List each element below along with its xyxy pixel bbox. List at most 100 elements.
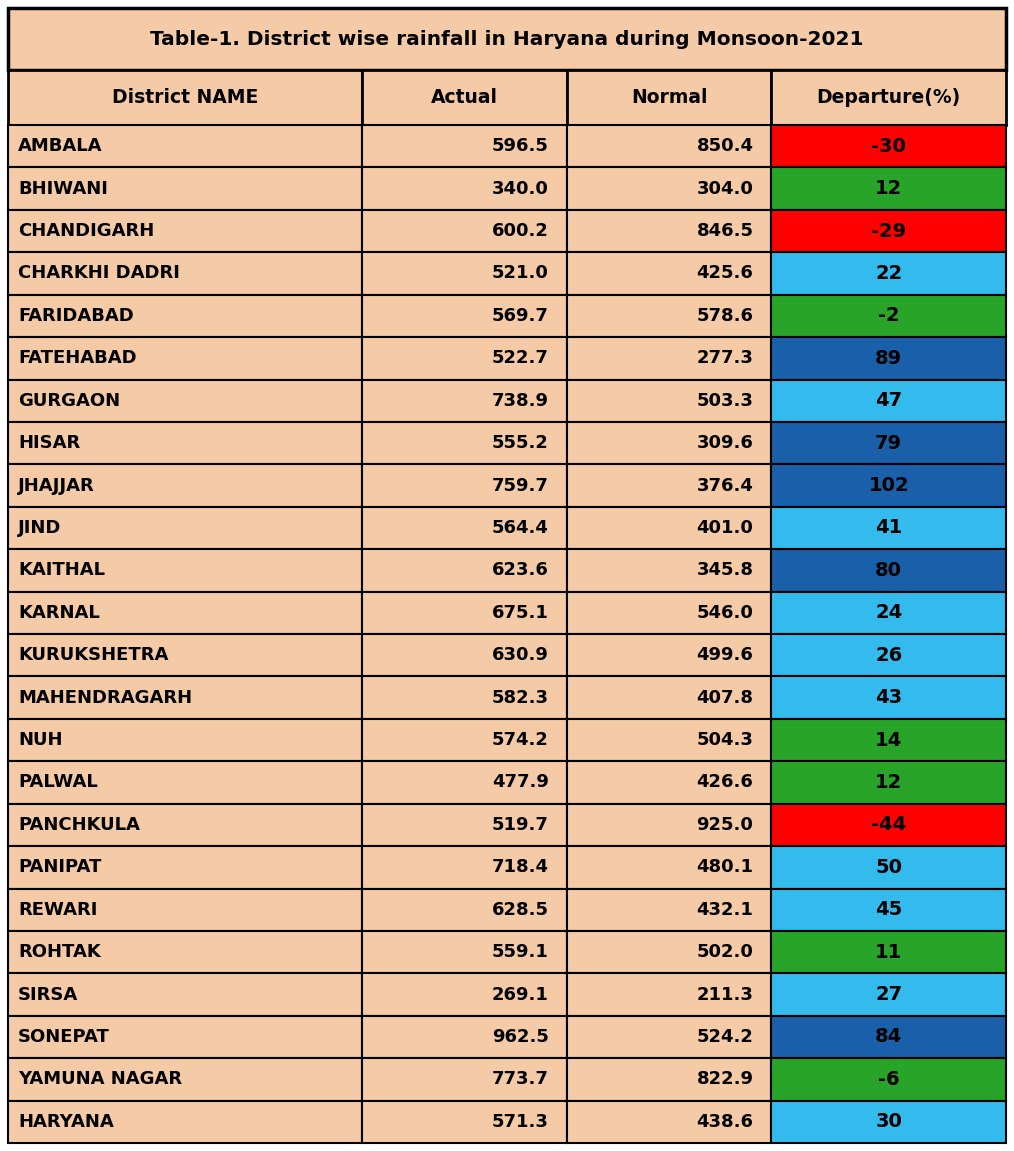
Text: BHIWANI: BHIWANI: [18, 180, 107, 198]
Bar: [362, 634, 567, 677]
Text: 277.3: 277.3: [697, 349, 753, 367]
Bar: [362, 889, 567, 931]
Bar: [8, 125, 362, 167]
Text: 80: 80: [875, 561, 902, 580]
Bar: [567, 846, 772, 889]
Bar: [772, 295, 1006, 337]
Bar: [772, 380, 1006, 422]
Bar: [362, 719, 567, 761]
Bar: [772, 549, 1006, 592]
Bar: [567, 252, 772, 295]
Text: -29: -29: [871, 221, 907, 241]
Text: AMBALA: AMBALA: [18, 137, 102, 155]
Bar: [772, 209, 1006, 252]
Bar: [772, 252, 1006, 295]
Text: 555.2: 555.2: [492, 434, 549, 452]
Text: 522.7: 522.7: [492, 349, 549, 367]
Text: 84: 84: [875, 1028, 902, 1046]
Text: 22: 22: [875, 264, 902, 283]
Text: 503.3: 503.3: [697, 391, 753, 410]
Bar: [772, 464, 1006, 506]
Text: 26: 26: [875, 646, 902, 665]
Bar: [362, 125, 567, 167]
Text: 27: 27: [875, 985, 902, 1004]
Text: 102: 102: [868, 477, 909, 495]
Bar: [362, 337, 567, 380]
Text: Normal: Normal: [631, 87, 708, 107]
Text: 582.3: 582.3: [492, 688, 549, 707]
Bar: [362, 761, 567, 803]
Text: 89: 89: [875, 349, 902, 368]
Text: 45: 45: [875, 900, 902, 920]
Bar: [567, 931, 772, 974]
Text: 718.4: 718.4: [492, 859, 549, 876]
Bar: [362, 846, 567, 889]
Text: FARIDABAD: FARIDABAD: [18, 307, 134, 325]
Text: 79: 79: [875, 434, 902, 452]
Bar: [362, 252, 567, 295]
Text: SONEPAT: SONEPAT: [18, 1028, 110, 1046]
Text: 11: 11: [875, 943, 902, 961]
Bar: [567, 1015, 772, 1058]
Text: 571.3: 571.3: [492, 1113, 549, 1130]
Text: 12: 12: [875, 180, 902, 198]
Bar: [567, 889, 772, 931]
Bar: [567, 70, 772, 125]
Text: 438.6: 438.6: [697, 1113, 753, 1130]
Bar: [362, 974, 567, 1015]
Text: KAITHAL: KAITHAL: [18, 562, 105, 579]
Bar: [772, 1015, 1006, 1058]
Text: 12: 12: [875, 773, 902, 792]
Text: 43: 43: [875, 688, 902, 707]
Text: 822.9: 822.9: [697, 1070, 753, 1089]
Text: 41: 41: [875, 518, 902, 538]
Bar: [8, 761, 362, 803]
Bar: [772, 846, 1006, 889]
Bar: [362, 803, 567, 846]
Bar: [8, 337, 362, 380]
Bar: [567, 167, 772, 209]
Text: 502.0: 502.0: [697, 943, 753, 961]
Bar: [567, 464, 772, 506]
Bar: [772, 803, 1006, 846]
Text: KURUKSHETRA: KURUKSHETRA: [18, 646, 168, 664]
Text: 504.3: 504.3: [697, 731, 753, 749]
Text: District NAME: District NAME: [112, 87, 259, 107]
Bar: [567, 549, 772, 592]
Bar: [8, 209, 362, 252]
Bar: [8, 889, 362, 931]
Bar: [362, 380, 567, 422]
Text: PANIPAT: PANIPAT: [18, 859, 101, 876]
Bar: [772, 1100, 1006, 1143]
Text: 519.7: 519.7: [492, 816, 549, 833]
Bar: [8, 252, 362, 295]
Bar: [567, 125, 772, 167]
Bar: [772, 592, 1006, 634]
Bar: [772, 506, 1006, 549]
Bar: [772, 422, 1006, 464]
Bar: [772, 974, 1006, 1015]
Text: KARNAL: KARNAL: [18, 604, 99, 622]
Bar: [8, 464, 362, 506]
Text: 738.9: 738.9: [492, 391, 549, 410]
Bar: [362, 549, 567, 592]
Text: 628.5: 628.5: [492, 901, 549, 918]
Text: CHANDIGARH: CHANDIGARH: [18, 222, 154, 241]
Text: 623.6: 623.6: [492, 562, 549, 579]
Text: GURGAON: GURGAON: [18, 391, 120, 410]
Text: PANCHKULA: PANCHKULA: [18, 816, 140, 833]
Text: 773.7: 773.7: [492, 1070, 549, 1089]
Bar: [8, 1015, 362, 1058]
Bar: [567, 592, 772, 634]
Bar: [8, 167, 362, 209]
Text: 345.8: 345.8: [697, 562, 753, 579]
Bar: [362, 506, 567, 549]
Text: 559.1: 559.1: [492, 943, 549, 961]
Bar: [8, 380, 362, 422]
Text: 426.6: 426.6: [697, 773, 753, 792]
Text: 925.0: 925.0: [697, 816, 753, 833]
Bar: [567, 974, 772, 1015]
Text: REWARI: REWARI: [18, 901, 97, 918]
Bar: [8, 549, 362, 592]
Bar: [567, 295, 772, 337]
